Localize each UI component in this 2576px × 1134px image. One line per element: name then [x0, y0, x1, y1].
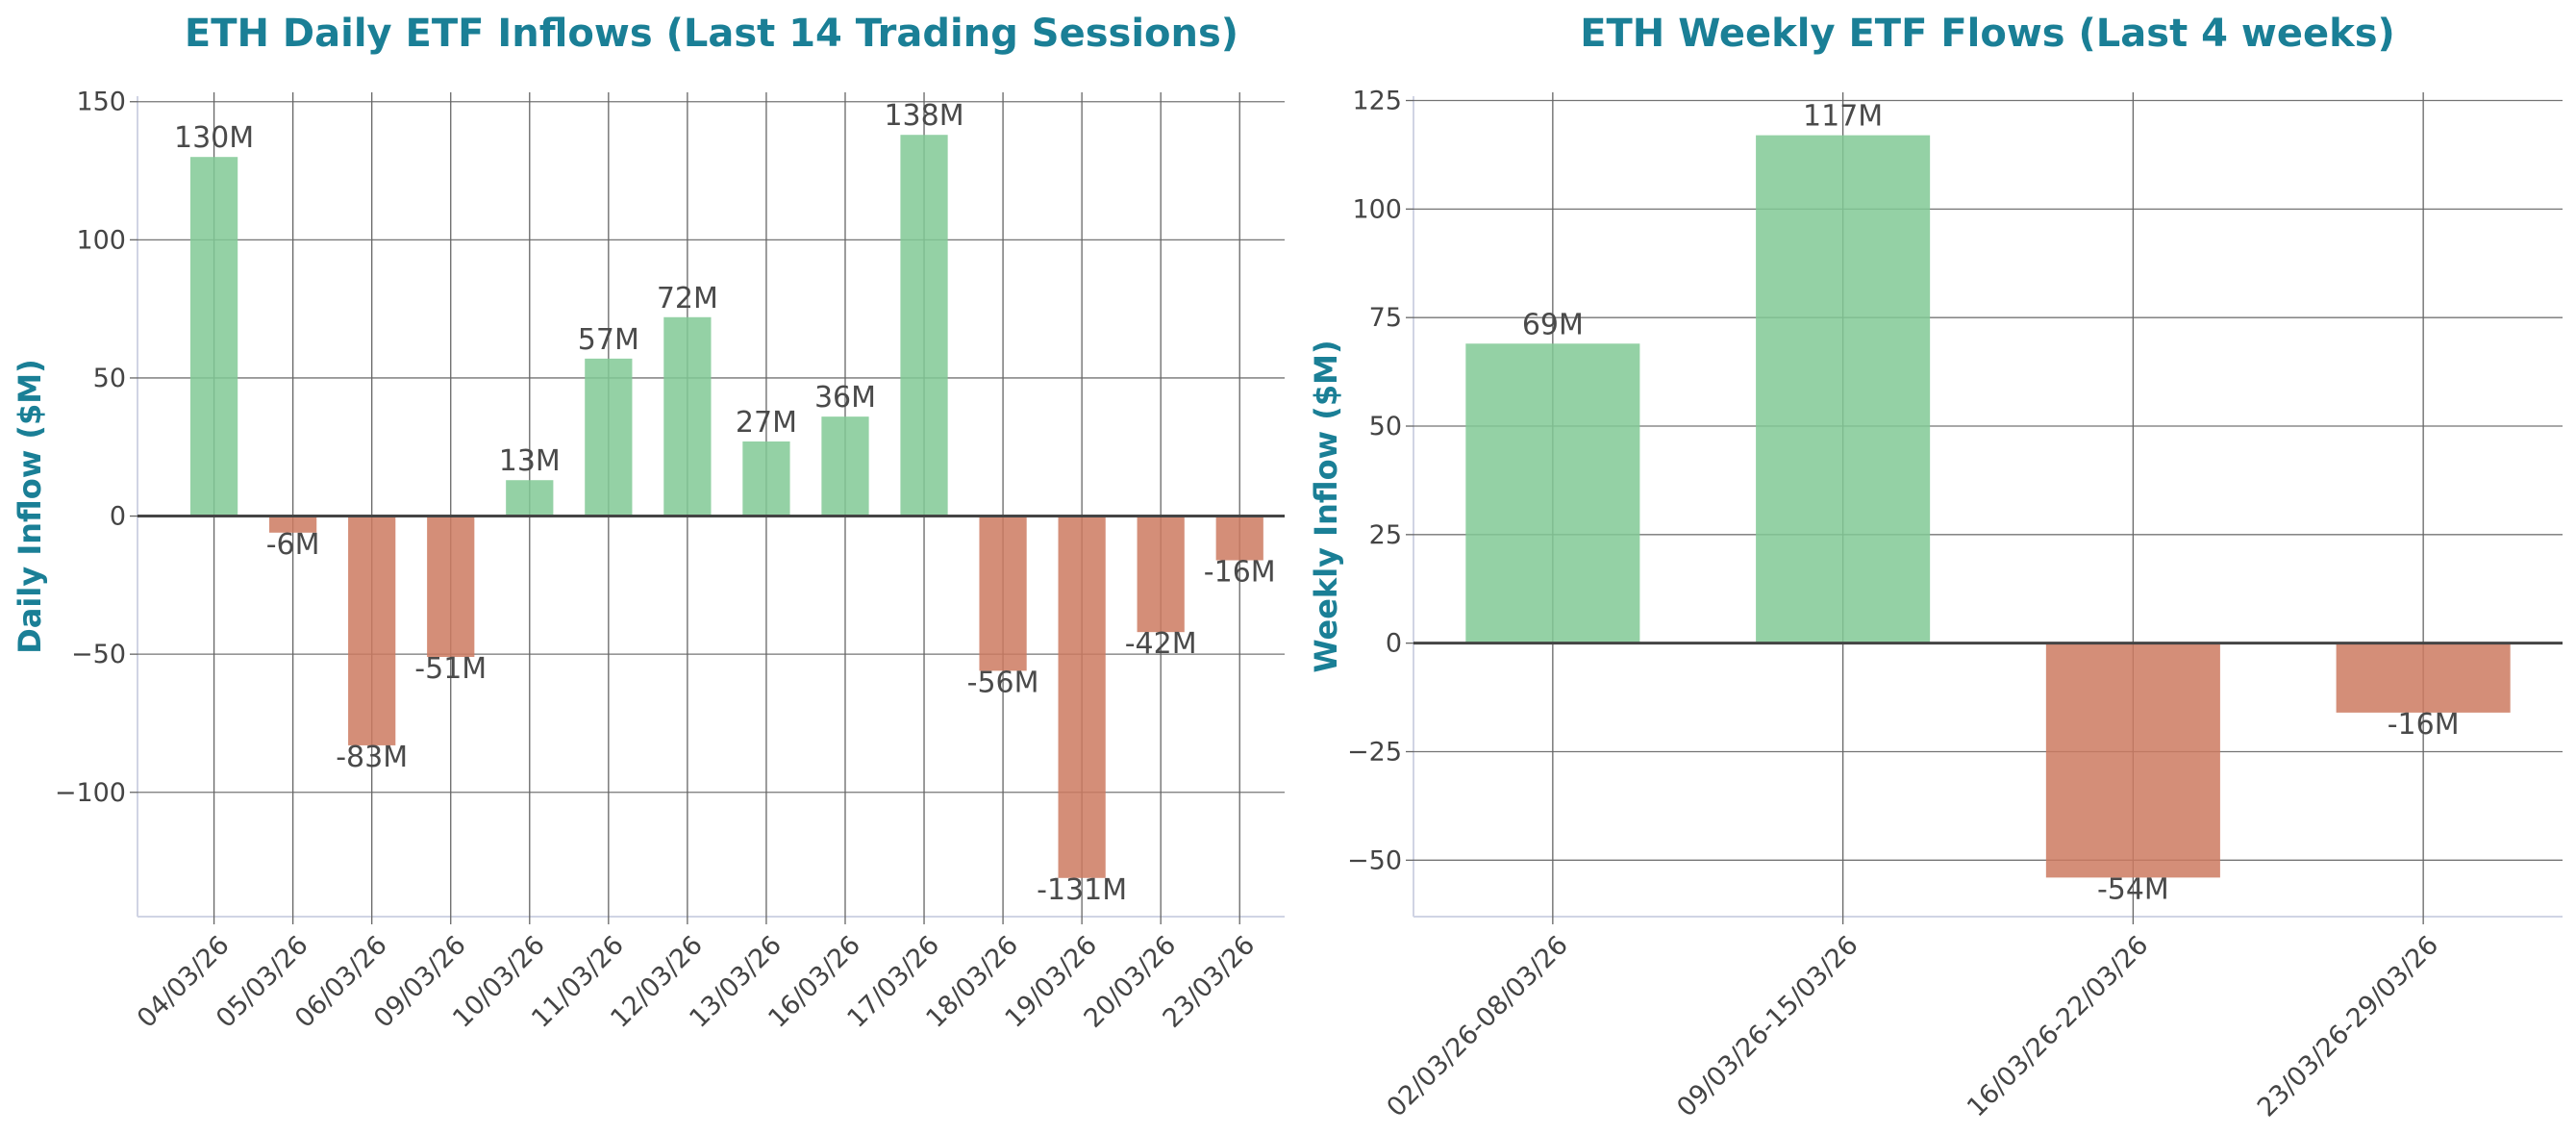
- bar-16/03/26: [821, 416, 869, 517]
- daily-inflows-chart: ETH Daily ETF Inflows (Last 14 Trading S…: [12, 12, 1285, 1034]
- weekly-flows-chart: ETH Weekly ETF Flows (Last 4 weeks) Weekl…: [1308, 12, 2563, 1122]
- y-axis-label: Weekly Inflow ($M): [1308, 340, 1344, 672]
- bar-value-label: 36M: [814, 381, 876, 415]
- y-tick-label: 0: [1386, 629, 1402, 659]
- bar-value-label: 117M: [1803, 100, 1883, 134]
- y-tick-label: 75: [1369, 303, 1402, 333]
- bar-02/03/26-08/03/26: [1465, 343, 1640, 643]
- y-tick-label: −25: [1347, 737, 1402, 767]
- x-tick-label: 23/03/26-29/03/26: [2252, 930, 2444, 1122]
- bar-value-label: -16M: [1204, 556, 1276, 590]
- y-tick-label: 125: [1352, 87, 1402, 116]
- bar-value-label: 72M: [657, 282, 718, 315]
- y-tick-label: −50: [71, 640, 126, 669]
- bar-value-label: -131M: [1037, 873, 1127, 907]
- y-tick-label: 50: [93, 364, 126, 393]
- bar-value-label: 130M: [174, 121, 254, 155]
- bar-17/03/26: [900, 135, 948, 517]
- bar-12/03/26: [663, 316, 712, 517]
- bar-18/03/26: [979, 516, 1027, 671]
- bar-13/03/26: [742, 441, 790, 517]
- bar-value-label: 138M: [884, 99, 963, 133]
- bar-20/03/26: [1137, 516, 1185, 633]
- bar-16/03/26-22/03/26: [2045, 643, 2220, 878]
- bar-10/03/26: [506, 480, 554, 517]
- bar-23/03/26-29/03/26: [2336, 643, 2511, 713]
- bar-09/03/26: [427, 516, 475, 658]
- y-tick-label: 0: [110, 502, 126, 532]
- bar-11/03/26: [585, 358, 633, 517]
- y-tick-label: 50: [1369, 412, 1402, 441]
- bar-value-label: 27M: [736, 406, 797, 440]
- y-axis-label: Daily Inflow ($M): [12, 359, 48, 654]
- bar-value-label: -54M: [2097, 872, 2169, 906]
- y-tick-label: −100: [55, 778, 126, 808]
- bar-value-label: 69M: [1522, 308, 1584, 341]
- bar-value-label: -51M: [414, 652, 487, 686]
- bar-05/03/26: [269, 516, 317, 533]
- y-tick-label: 150: [76, 88, 126, 117]
- bar-value-label: 57M: [578, 323, 639, 357]
- y-tick-label: −50: [1347, 845, 1402, 875]
- bar-value-label: -83M: [336, 741, 408, 774]
- chart-title: ETH Daily ETF Inflows (Last 14 Trading S…: [185, 12, 1238, 56]
- x-tick-label: 09/03/26-15/03/26: [1671, 930, 1863, 1122]
- bar-09/03/26-15/03/26: [1756, 135, 1931, 643]
- y-tick-label: 100: [1352, 194, 1402, 224]
- bar-value-label: -16M: [2388, 708, 2460, 742]
- bar-06/03/26: [348, 516, 396, 745]
- bar-value-label: -42M: [1125, 627, 1197, 661]
- bar-value-label: -56M: [967, 666, 1039, 699]
- x-tick-label: 02/03/26-08/03/26: [1382, 930, 1574, 1122]
- y-tick-label: 25: [1369, 520, 1402, 550]
- bar-23/03/26: [1215, 516, 1263, 561]
- bar-value-label: 13M: [499, 444, 561, 478]
- bar-04/03/26: [189, 157, 238, 517]
- bar-value-label: -6M: [266, 528, 320, 562]
- y-tick-label: 100: [76, 225, 126, 255]
- chart-title: ETH Weekly ETF Flows (Last 4 weeks): [1580, 12, 2395, 56]
- bar-19/03/26: [1058, 516, 1106, 878]
- x-tick-label: 16/03/26-22/03/26: [1962, 930, 2154, 1122]
